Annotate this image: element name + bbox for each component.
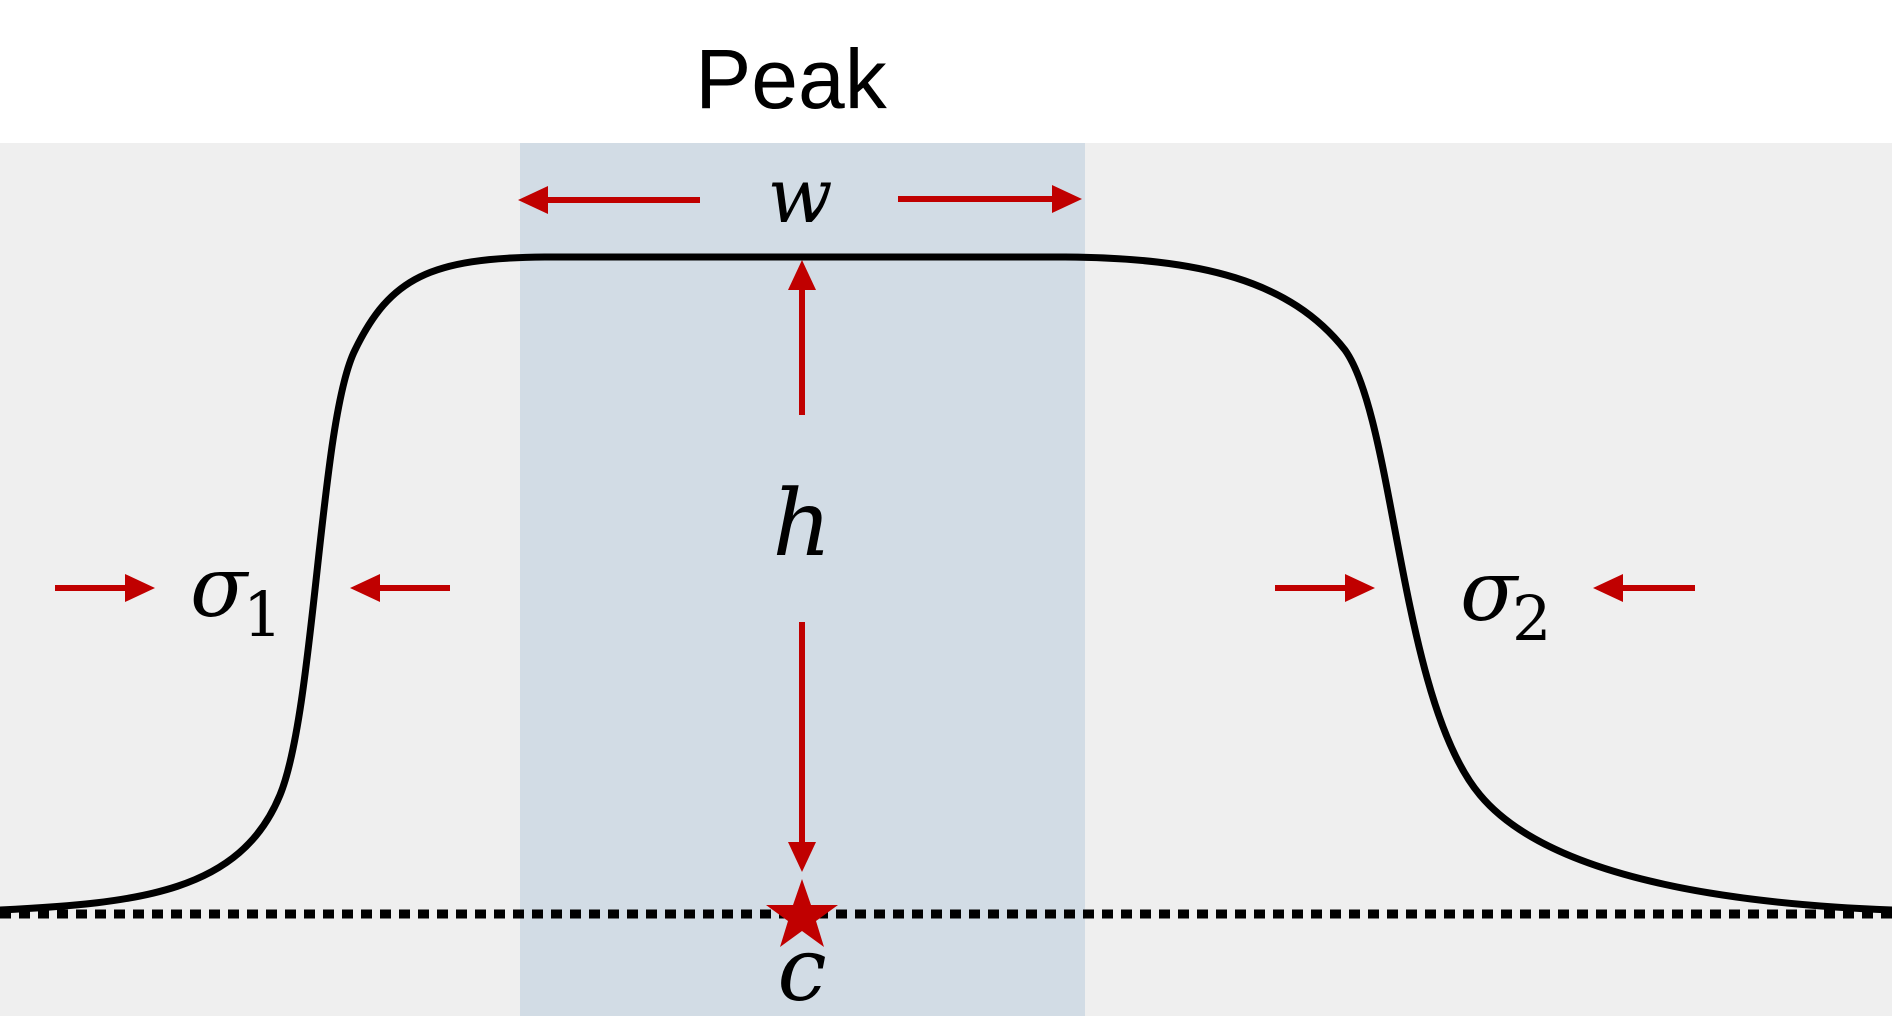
baseline-label: c xyxy=(777,918,826,1021)
width-label: w xyxy=(767,151,832,240)
width-arrow-left xyxy=(518,186,700,214)
sigma2-subscript: 2 xyxy=(1512,582,1551,655)
peak-curve xyxy=(0,253,1892,914)
sigma1-subscript: 1 xyxy=(243,578,282,651)
sigma1-arrow-left xyxy=(350,574,450,602)
sigma2-arrow-right xyxy=(1275,574,1375,602)
sigma2-arrow-left xyxy=(1593,574,1695,602)
diagram-title: Peak xyxy=(695,32,887,126)
star-icon xyxy=(766,879,838,947)
height-arrow-down xyxy=(788,622,816,872)
sigma1-symbol: σ xyxy=(190,538,250,636)
height-arrow-up xyxy=(788,260,816,415)
sigma2-label: σ xyxy=(1460,542,1520,640)
sigma2-symbol: σ xyxy=(1460,542,1520,640)
width-arrow-right xyxy=(898,185,1082,213)
height-label: h xyxy=(772,470,831,577)
left-flank-region xyxy=(0,143,520,1016)
sigma1-arrow-right xyxy=(55,574,155,602)
right-flank-region xyxy=(1085,143,1892,1016)
sigma1-label: σ xyxy=(190,538,250,636)
